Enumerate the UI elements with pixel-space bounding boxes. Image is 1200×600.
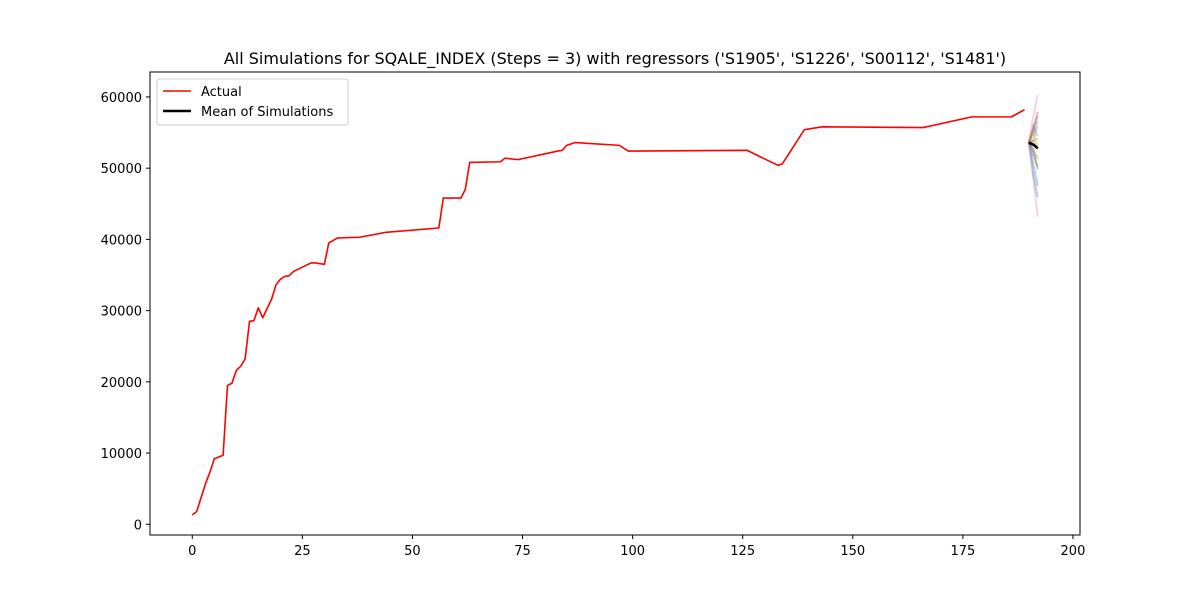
simulation-line-10 [1028,120,1039,144]
simulation-line-3 [1027,115,1039,143]
plot-frame [149,71,1081,536]
x-tick-label: 0 [188,544,196,559]
x-tick-label: 175 [950,544,975,559]
chart-title: All Simulations for SQALE_INDEX (Steps =… [224,49,1006,69]
simulation-line-1 [1027,142,1039,187]
simulation-line-9 [1027,128,1039,147]
x-tick-label: 25 [294,544,311,559]
simulation-line-2 [1028,126,1039,143]
simulation-line-11 [1027,142,1039,198]
y-tick-label: 0 [134,518,142,533]
legend: Actual Mean of Simulations [156,78,349,126]
x-tick-label: 200 [1061,544,1086,559]
simulation-line-4 [1027,142,1039,168]
y-axis: 0 10000 20000 30000 40000 50000 60000 [101,91,150,533]
x-tick-label: 100 [620,544,645,559]
simulation-line-12 [1027,142,1039,217]
y-tick-label: 60000 [101,91,142,106]
x-tick-label: 150 [840,544,865,559]
y-tick-label: 50000 [101,162,142,177]
x-tick-label: 125 [730,544,755,559]
legend-label: Actual [201,85,242,100]
simulation-line-5 [1027,122,1039,143]
y-tick-label: 40000 [101,233,142,248]
y-tick-label: 10000 [101,447,142,462]
plot-area [150,72,1080,535]
y-tick-label: 20000 [101,376,142,391]
x-tick-label: 75 [514,544,531,559]
simulation-line-7 [1027,94,1039,143]
legend-box [156,78,349,126]
y-tick-label: 30000 [101,305,142,320]
legend-label: Mean of Simulations [201,105,333,120]
series-lines [191,109,1039,516]
simulation-line-6 [1028,142,1039,160]
mean-simulations-line [1028,141,1039,150]
x-axis: 0 25 50 75 100 125 150 175 200 [188,535,1085,559]
actual-line [191,109,1025,516]
simulation-line-15 [1027,111,1039,143]
x-tick-label: 50 [404,544,421,559]
simulation-line-13 [1028,141,1039,170]
